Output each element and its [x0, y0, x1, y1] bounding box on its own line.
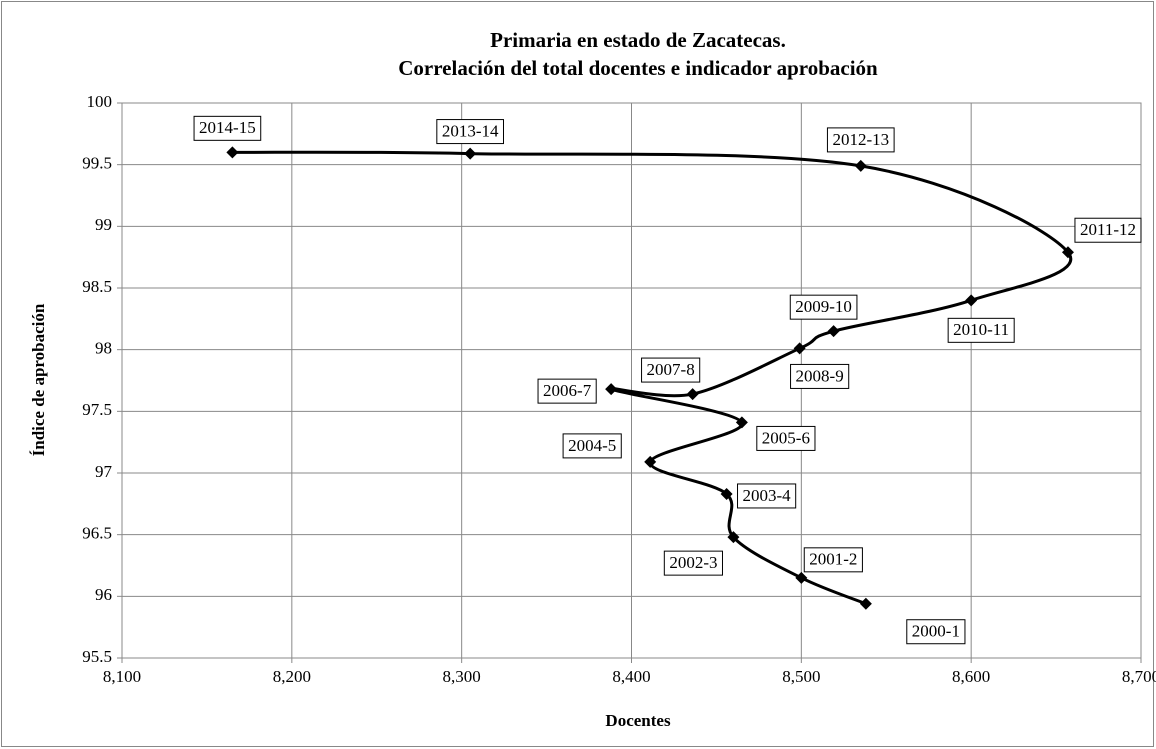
x-tick-label: 8,600: [952, 667, 990, 686]
point-label-box: [562, 433, 622, 459]
point-label-box: [737, 483, 797, 509]
y-tick-label: 99: [95, 215, 112, 234]
data-point: [1061, 246, 1074, 259]
y-tick-label: 99.5: [82, 154, 112, 173]
point-label: 2014-15: [199, 118, 256, 137]
point-label-box: [663, 550, 723, 576]
point-label-box: [756, 425, 816, 451]
data-point: [226, 146, 239, 159]
point-label: 2000-1: [912, 622, 960, 641]
point-label: 2011-12: [1080, 220, 1136, 239]
point-label: 2010-11: [953, 320, 1009, 339]
x-tick-label: 8,400: [612, 667, 650, 686]
chart-title: Correlación del total docentes e indicad…: [398, 56, 878, 80]
point-label-box: [193, 115, 262, 141]
y-tick-label: 96: [95, 585, 112, 604]
point-label: 2003-4: [743, 486, 792, 505]
data-point: [793, 342, 806, 355]
data-point: [720, 487, 733, 500]
chart-title: Primaria en estado de Zacatecas.: [490, 28, 786, 52]
data-point: [854, 159, 867, 172]
y-tick-label: 95.5: [82, 647, 112, 666]
x-tick-label: 8,300: [443, 667, 481, 686]
y-tick-label: 97.5: [82, 400, 112, 419]
x-tick-label: 8,200: [273, 667, 311, 686]
x-tick-label: 8,500: [782, 667, 820, 686]
y-tick-label: 100: [87, 92, 113, 111]
x-tick-label: 8,100: [103, 667, 141, 686]
data-point: [965, 294, 978, 307]
point-label: 2002-3: [669, 553, 717, 572]
point-label-box: [537, 378, 597, 404]
y-axis-label: Índice de aprobación: [29, 303, 48, 456]
point-label: 2007-8: [647, 360, 695, 379]
point-label: 2004-5: [568, 436, 616, 455]
data-point: [644, 455, 657, 468]
point-label: 2001-2: [809, 550, 857, 569]
point-label-box: [803, 547, 863, 573]
data-point: [859, 597, 872, 610]
y-tick-label: 98.5: [82, 277, 112, 296]
data-point: [735, 416, 748, 429]
y-tick-label: 96.5: [82, 524, 112, 543]
point-label: 2012-13: [832, 130, 889, 149]
point-label-box: [789, 294, 858, 320]
point-label-box: [947, 317, 1015, 343]
point-label: 2008-9: [796, 366, 844, 385]
point-label-box: [906, 619, 966, 645]
data-point: [605, 383, 618, 396]
x-axis-label: Docentes: [605, 711, 671, 730]
data-point: [795, 571, 808, 584]
point-label-box: [790, 363, 850, 389]
data-point: [727, 531, 740, 544]
point-label-box: [436, 119, 504, 145]
point-label: 2006-7: [543, 381, 592, 400]
point-label: 2013-14: [442, 121, 499, 140]
data-point: [686, 388, 699, 401]
data-point: [827, 325, 840, 338]
plot-area: [121, 102, 1142, 659]
point-label-box: [826, 127, 895, 153]
x-tick-label: 8,700: [1122, 667, 1156, 686]
y-tick-label: 98: [95, 339, 112, 358]
point-label-box: [1074, 217, 1142, 243]
point-label: 2005-6: [762, 428, 810, 447]
y-tick-label: 97: [95, 462, 113, 481]
point-label-box: [641, 357, 701, 383]
data-point: [464, 147, 477, 160]
point-label: 2009-10: [795, 297, 852, 316]
